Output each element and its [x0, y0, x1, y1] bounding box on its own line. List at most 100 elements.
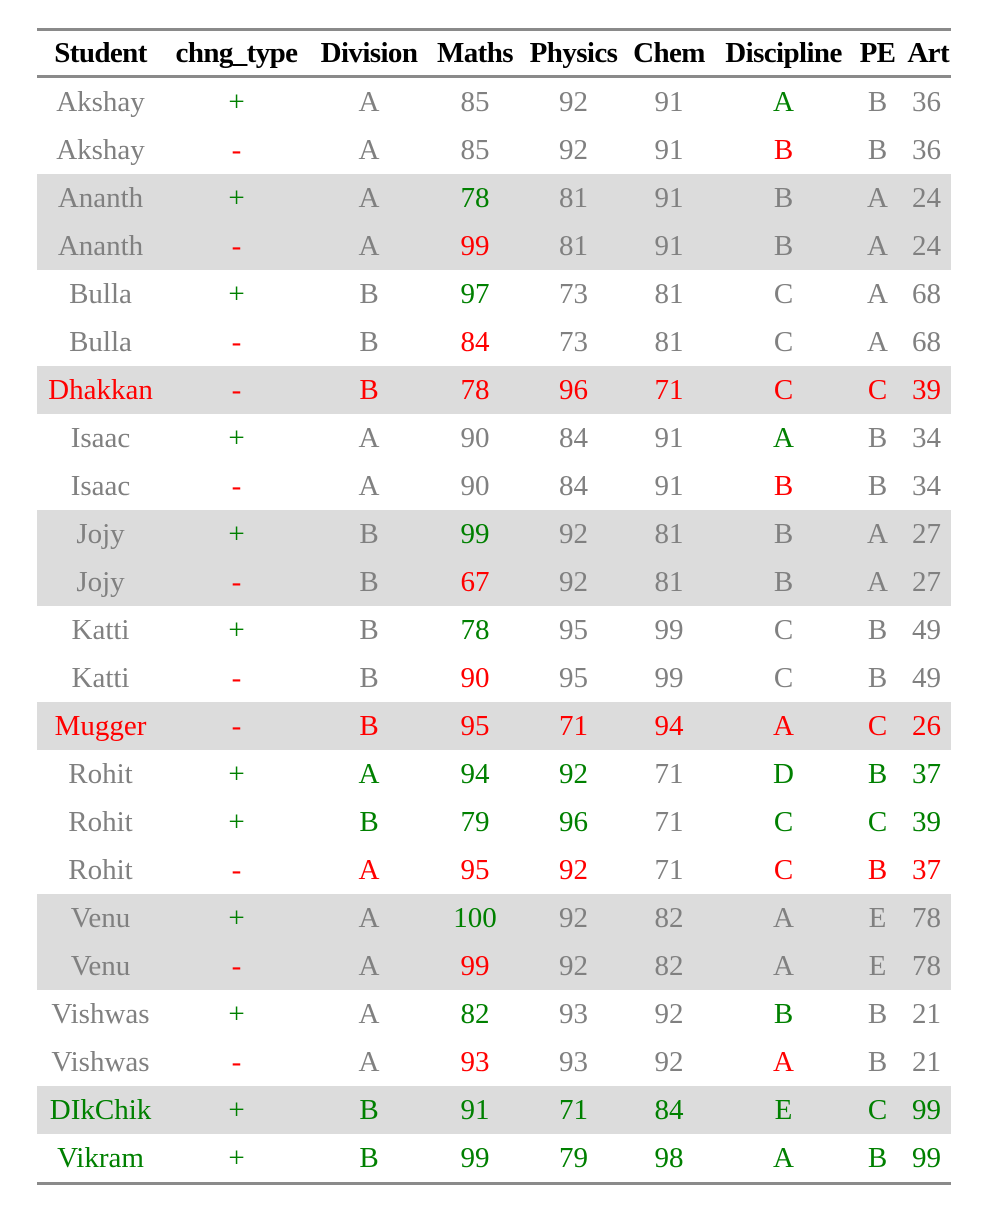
col-header-physics: Physics — [521, 29, 626, 78]
cell-discipline: C — [712, 366, 855, 414]
cell-chem: 92 — [654, 997, 684, 1030]
cell-maths: 99 — [460, 1141, 490, 1174]
cell-discipline: B — [712, 510, 855, 558]
cell-chng-type: + — [228, 997, 245, 1030]
cell-student: Ananth — [37, 174, 164, 222]
cell-physics: 71 — [521, 702, 626, 750]
cell-art: 49 — [912, 613, 941, 646]
cell-discipline: A — [712, 894, 855, 942]
cell-student: Isaac — [70, 421, 131, 454]
cell-chng-type: - — [231, 325, 242, 358]
cell-maths: 85 — [460, 133, 490, 166]
cell-division: A — [358, 133, 380, 166]
cell-pe: B — [867, 133, 888, 166]
cell-maths: 99 — [429, 222, 521, 270]
cell-art: 26 — [900, 702, 951, 750]
cell-discipline: D — [773, 757, 794, 790]
cell-chem: 71 — [654, 853, 684, 886]
cell-pe: B — [867, 757, 888, 790]
table-row: Isaac - A 90 84 91 B B 34 — [37, 462, 951, 510]
cell-student: Jojy — [37, 558, 164, 606]
cell-pe: C — [855, 366, 900, 414]
cell-pe: C — [855, 1086, 900, 1134]
cell-discipline: C — [773, 325, 794, 358]
cell-pe: B — [867, 613, 888, 646]
cell-chem: 91 — [626, 174, 712, 222]
cell-chng-type: - — [231, 133, 242, 166]
cell-maths: 90 — [460, 661, 490, 694]
cell-discipline: A — [773, 1045, 794, 1078]
cell-chem: 94 — [626, 702, 712, 750]
table-row: Rohit - A 95 92 71 C B 37 — [37, 846, 951, 894]
cell-art: 37 — [912, 853, 941, 886]
cell-physics: 95 — [559, 613, 588, 646]
cell-division: A — [309, 222, 429, 270]
cell-chng-type: - — [231, 469, 242, 502]
cell-maths: 97 — [460, 277, 490, 310]
cell-division: B — [359, 613, 379, 646]
col-header-student: Student — [37, 29, 164, 78]
cell-art: 21 — [912, 1045, 941, 1078]
cell-division: A — [358, 85, 380, 118]
cell-discipline: B — [712, 222, 855, 270]
cell-chng-type: - — [164, 702, 309, 750]
cell-chem: 99 — [654, 661, 684, 694]
cell-chng-type: + — [164, 510, 309, 558]
cell-chem: 71 — [654, 757, 684, 790]
cell-chng-type: - — [231, 661, 242, 694]
cell-student: Isaac — [70, 469, 131, 502]
cell-physics: 92 — [521, 510, 626, 558]
cell-chng-type: + — [228, 277, 245, 310]
cell-physics: 92 — [521, 558, 626, 606]
cell-division: A — [358, 1045, 380, 1078]
cell-pe: B — [867, 1045, 888, 1078]
cell-chem: 91 — [654, 85, 684, 118]
cell-division: B — [359, 277, 379, 310]
cell-maths: 79 — [460, 805, 490, 838]
col-header-maths: Maths — [429, 29, 521, 78]
col-header-pe: PE — [855, 29, 900, 78]
cell-maths: 85 — [460, 85, 490, 118]
cell-chem: 92 — [654, 1045, 684, 1078]
cell-chng-type: + — [228, 85, 245, 118]
cell-chng-type: + — [164, 1086, 309, 1134]
cell-division: A — [358, 469, 380, 502]
cell-art: 36 — [912, 85, 941, 118]
cell-division: A — [309, 942, 429, 990]
cell-art: 49 — [912, 661, 941, 694]
table-row: DIkChik + B 91 71 84 E C 99 — [37, 1086, 951, 1134]
cell-pe: A — [855, 222, 900, 270]
cell-student: Rohit — [68, 853, 133, 886]
cell-division: B — [309, 702, 429, 750]
cell-pe: A — [855, 510, 900, 558]
cell-discipline: C — [773, 277, 794, 310]
cell-division: B — [359, 325, 379, 358]
cell-art: 39 — [900, 366, 951, 414]
cell-chem: 98 — [654, 1141, 684, 1174]
cell-student: Venu — [37, 942, 164, 990]
cell-chng-type: - — [164, 558, 309, 606]
cell-division: A — [309, 174, 429, 222]
cell-pe: B — [867, 1141, 888, 1174]
col-header-chng-type: chng_type — [164, 29, 309, 78]
cell-discipline: A — [773, 421, 794, 454]
cell-division: A — [358, 853, 380, 886]
cell-discipline: A — [712, 942, 855, 990]
cell-discipline: B — [712, 558, 855, 606]
cell-discipline: A — [773, 1141, 794, 1174]
table-row: Vikram + B 99 79 98 A B 99 — [37, 1134, 951, 1184]
table-row: Ananth + A 78 81 91 B A 24 — [37, 174, 951, 222]
cell-discipline: C — [773, 853, 794, 886]
cell-division: B — [309, 1086, 429, 1134]
cell-discipline: B — [773, 133, 794, 166]
cell-pe: B — [867, 661, 888, 694]
cell-maths: 90 — [460, 421, 490, 454]
cell-physics: 81 — [521, 174, 626, 222]
cell-art: 68 — [912, 325, 941, 358]
col-header-chem: Chem — [626, 29, 712, 78]
cell-art: 78 — [900, 894, 951, 942]
table-row: Katti - B 90 95 99 C B 49 — [37, 654, 951, 702]
cell-art: 27 — [900, 558, 951, 606]
cell-chem: 82 — [626, 942, 712, 990]
table-row: Dhakkan - B 78 96 71 C C 39 — [37, 366, 951, 414]
